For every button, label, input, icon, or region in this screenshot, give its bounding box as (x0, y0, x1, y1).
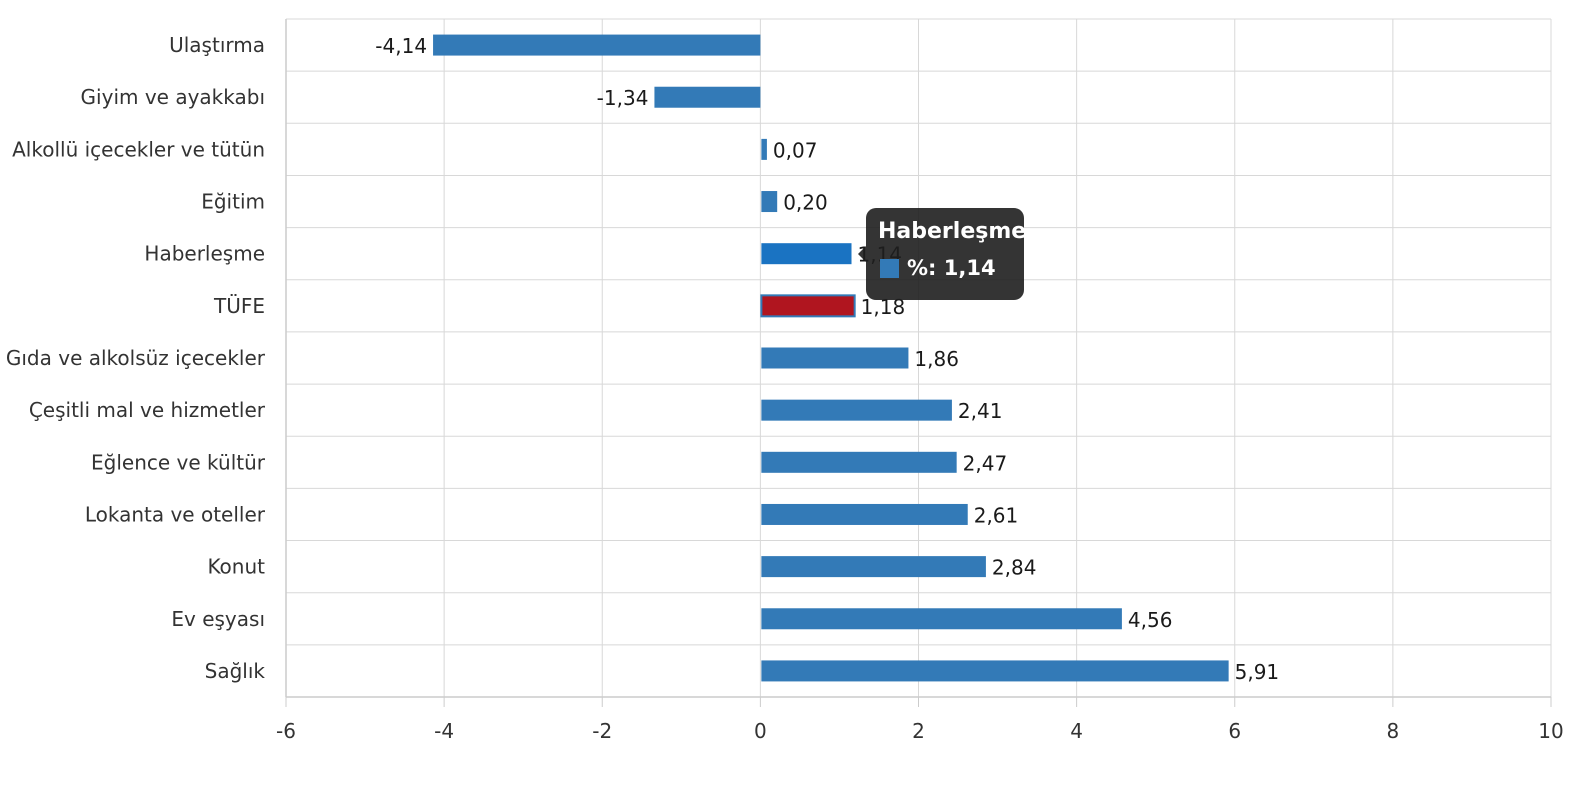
data-label: 0,07 (773, 138, 818, 162)
data-label: 2,41 (958, 399, 1003, 423)
x-tick-label: -6 (276, 719, 296, 743)
category-label: Sağlık (205, 659, 266, 683)
category-label: Eğlence ve kültür (91, 450, 266, 474)
data-label: 4,56 (1128, 608, 1173, 632)
bar (761, 243, 852, 265)
bar (761, 660, 1229, 682)
category-label: Ulaştırma (169, 33, 265, 57)
x-tick-label: 6 (1228, 719, 1241, 743)
tooltip-series-swatch (880, 258, 899, 278)
bar (761, 347, 909, 369)
data-label: 1,86 (914, 347, 959, 371)
bar (760, 294, 856, 318)
tooltip-value: %: 1,14 (907, 256, 996, 280)
data-label: -4,14 (375, 34, 427, 58)
bar (761, 138, 767, 160)
tooltip-title: Haberleşme (878, 219, 1027, 244)
x-tick-label: 4 (1070, 719, 1083, 743)
category-label: Giyim ve ayakkabı (81, 85, 265, 109)
x-tick-label: 2 (912, 719, 925, 743)
x-tick-label: 8 (1387, 719, 1400, 743)
x-tick-label: -2 (592, 719, 612, 743)
data-label: 2,61 (974, 503, 1019, 527)
tooltip: Haberleşme %: 1,14 (858, 208, 1027, 300)
bar (761, 503, 968, 525)
tooltip-arrow (858, 246, 866, 262)
data-label: 2,84 (992, 556, 1037, 580)
bar (433, 34, 761, 56)
category-label: Gıda ve alkolsüz içecekler (6, 346, 266, 370)
x-tick-label: 0 (754, 719, 767, 743)
bar (761, 399, 952, 421)
category-label: Lokanta ve oteller (85, 502, 266, 526)
data-label: 5,91 (1235, 660, 1280, 684)
bar (761, 451, 957, 473)
data-label: 2,47 (963, 451, 1008, 475)
tooltip-value-row: %: 1,14 (878, 256, 1012, 280)
category-label: Ev eşyası (171, 607, 265, 631)
bar (761, 191, 778, 213)
bar (761, 608, 1122, 630)
x-tick-label: -4 (434, 719, 454, 743)
category-label: Eğitim (201, 190, 265, 214)
x-tick-label: 10 (1538, 719, 1563, 743)
bar (654, 86, 761, 108)
data-label: 0,20 (783, 191, 828, 215)
category-label: Haberleşme (144, 242, 265, 266)
category-label: Alkollü içecekler ve tütün (12, 137, 265, 161)
data-label: -1,34 (597, 86, 649, 110)
bar (761, 556, 986, 578)
category-label: Çeşitli mal ve hizmetler (29, 398, 266, 422)
category-label: Konut (207, 555, 265, 579)
category-label: TÜFE (213, 294, 265, 318)
